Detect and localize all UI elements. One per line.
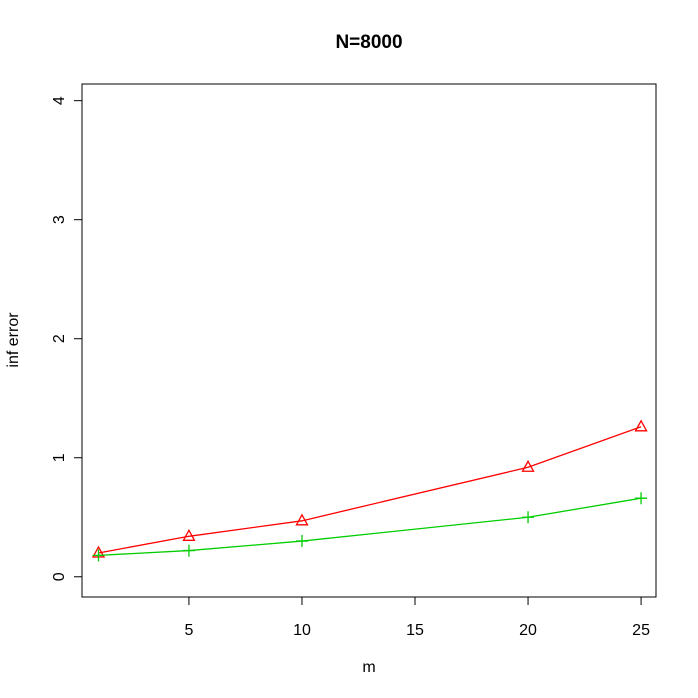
x-tick-label: 10: [293, 622, 311, 639]
chart-title: N=8000: [335, 32, 402, 53]
y-axis-label: inf error: [5, 312, 22, 368]
y-tick-label: 3: [51, 215, 68, 224]
point-marker: [182, 528, 196, 541]
point-marker: [92, 549, 105, 562]
point-marker: [182, 544, 195, 557]
y-tick-label: 4: [51, 96, 68, 105]
y-tick-label: 1: [51, 453, 68, 462]
point-marker: [634, 419, 648, 432]
point-marker: [522, 511, 535, 524]
point-marker: [295, 513, 309, 526]
x-tick-label: 25: [632, 622, 650, 639]
x-tick-label: 15: [406, 622, 424, 639]
x-tick-label: 5: [184, 622, 193, 639]
plot-box: [81, 83, 657, 598]
y-tick-label: 0: [51, 572, 68, 581]
x-tick-label: 20: [519, 622, 537, 639]
series-line: [98, 497, 642, 556]
y-tick-label: 2: [51, 334, 68, 343]
point-marker: [521, 459, 535, 472]
point-marker: [295, 535, 308, 548]
x-axis-label: m: [362, 659, 375, 676]
series-line: [98, 426, 642, 554]
point-marker: [635, 492, 648, 505]
